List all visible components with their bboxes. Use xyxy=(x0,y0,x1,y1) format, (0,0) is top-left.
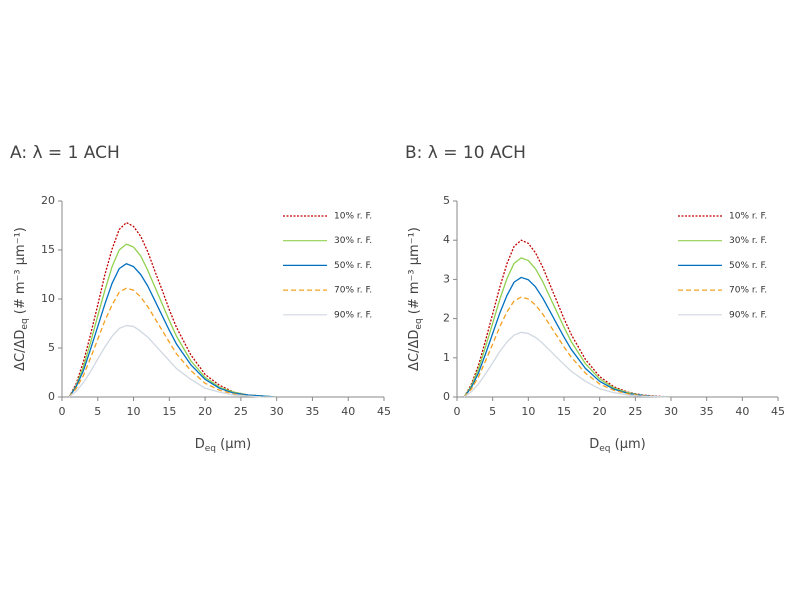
y-tick-label: 4 xyxy=(443,233,450,246)
x-axis-label: Deq (µm) xyxy=(195,437,251,454)
series-line xyxy=(68,243,277,398)
x-tick-label: 25 xyxy=(628,405,642,418)
x-tick-label: 45 xyxy=(771,405,785,418)
y-tick-label: 0 xyxy=(48,390,55,403)
series-line xyxy=(463,296,672,398)
y-axis-label-sub: eq xyxy=(414,318,424,329)
legend-label: 90% r. F. xyxy=(334,310,372,320)
x-tick-label: 0 xyxy=(59,405,66,418)
x-tick-label: 20 xyxy=(593,405,607,418)
series-line xyxy=(463,257,672,398)
legend-label: 10% r. F. xyxy=(729,212,767,222)
y-tick-label: 5 xyxy=(48,341,55,354)
series-line xyxy=(68,324,277,398)
series-line xyxy=(463,239,672,398)
legend-label: 70% r. F. xyxy=(334,286,372,296)
x-axis-label-rest: (µm) xyxy=(611,437,646,452)
series-line xyxy=(463,276,672,398)
y-axis-label-main: ΔC/ΔD xyxy=(13,330,28,371)
x-tick-label: 40 xyxy=(341,405,355,418)
x-axis-label-main: D xyxy=(589,437,599,452)
x-tick-label: 5 xyxy=(94,405,101,418)
x-tick-label: 45 xyxy=(377,405,391,418)
y-tick-label: 0 xyxy=(443,390,450,403)
x-axis-label-sub: eq xyxy=(205,444,216,454)
legend-label: 10% r. F. xyxy=(334,212,372,222)
y-axis-label: ΔC/ΔDeq (# m⁻³ µm⁻¹) xyxy=(407,227,424,371)
x-axis-label: Deq (µm) xyxy=(589,437,645,454)
chart-title: A: λ = 1 ACH xyxy=(10,143,120,163)
y-tick-label: 15 xyxy=(41,243,55,256)
y-tick-label: 10 xyxy=(41,292,55,305)
y-axis-label-rest: (# m⁻³ µm⁻¹) xyxy=(13,227,28,318)
y-axis-label-main: ΔC/ΔD xyxy=(407,330,422,371)
y-tick-label: 3 xyxy=(443,272,450,285)
y-tick-label: 20 xyxy=(41,194,55,207)
series-line xyxy=(463,331,672,398)
chart-title: B: λ = 10 ACH xyxy=(405,143,526,163)
x-tick-label: 25 xyxy=(234,405,248,418)
series-line xyxy=(68,263,277,398)
x-tick-label: 35 xyxy=(305,405,319,418)
x-tick-label: 40 xyxy=(735,405,749,418)
legend-label: 50% r. F. xyxy=(729,261,767,271)
x-axis-label-main: D xyxy=(195,437,205,452)
legend-label: 70% r. F. xyxy=(729,286,767,296)
legend-label: 90% r. F. xyxy=(729,310,767,320)
x-tick-label: 10 xyxy=(521,405,535,418)
series-line xyxy=(68,221,277,398)
x-axis-label-rest: (µm) xyxy=(216,437,251,452)
legend-label: 30% r. F. xyxy=(729,236,767,246)
y-tick-label: 2 xyxy=(443,312,450,325)
legend-label: 30% r. F. xyxy=(334,236,372,246)
y-tick-label: 1 xyxy=(443,351,450,364)
y-tick-label: 5 xyxy=(443,194,450,207)
x-axis-label-sub: eq xyxy=(599,444,610,454)
x-tick-label: 35 xyxy=(700,405,714,418)
x-tick-label: 15 xyxy=(557,405,571,418)
x-tick-label: 15 xyxy=(162,405,176,418)
x-tick-label: 30 xyxy=(664,405,678,418)
x-tick-label: 20 xyxy=(198,405,212,418)
legend-label: 50% r. F. xyxy=(334,261,372,271)
x-tick-label: 10 xyxy=(127,405,141,418)
x-tick-label: 30 xyxy=(270,405,284,418)
x-tick-label: 0 xyxy=(454,405,461,418)
series-line xyxy=(68,287,277,398)
x-tick-label: 5 xyxy=(489,405,496,418)
y-axis-label: ΔC/ΔDeq (# m⁻³ µm⁻¹) xyxy=(13,227,30,371)
y-axis-label-rest: (# m⁻³ µm⁻¹) xyxy=(407,227,422,318)
y-axis-label-sub: eq xyxy=(20,318,30,329)
